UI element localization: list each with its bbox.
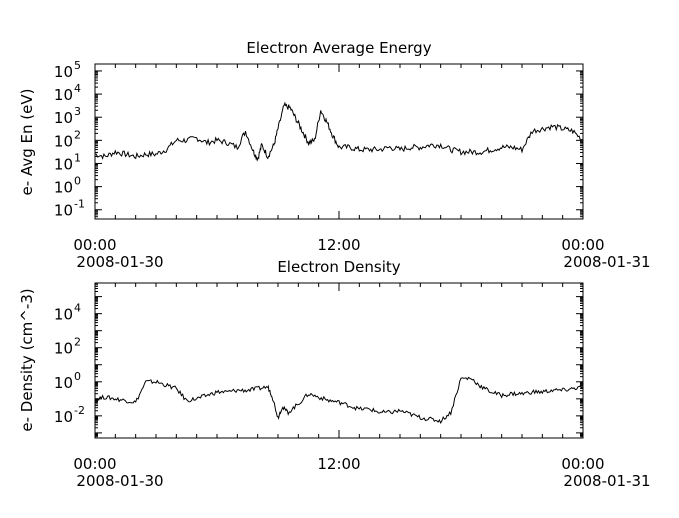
x-tick-date: 2008-01-31 xyxy=(563,472,650,490)
y-tick-base: 10 xyxy=(54,109,73,127)
x-tick-date: 2008-01-30 xyxy=(76,253,163,271)
y-tick-label: 10 0 xyxy=(54,175,81,197)
y-tick-label: 10 0 xyxy=(54,370,81,392)
y-axis-label: e- Density (cm^-3) xyxy=(18,288,36,431)
x-tick-date: 2008-01-31 xyxy=(563,253,650,271)
y-tick-base: 10 xyxy=(54,132,73,150)
y-tick-label: 10 -1 xyxy=(54,198,85,220)
x-axis-ticks xyxy=(94,283,584,438)
x-tick-label-start: 00:00 2008-01-30 xyxy=(73,236,163,271)
y-tick-base: 10 xyxy=(54,306,73,324)
x-tick-date: 2008-01-30 xyxy=(76,472,163,490)
y-tick-exponent: -1 xyxy=(74,198,85,211)
y-tick-label: 10 2 xyxy=(54,336,81,358)
x-tick-time: 00:00 xyxy=(73,236,116,254)
y-tick-base: 10 xyxy=(54,408,73,426)
x-tick-label-start: 00:00 2008-01-30 xyxy=(73,455,163,490)
x-tick-time: 00:00 xyxy=(561,236,604,254)
x-tick-label-middle: 12:00 xyxy=(317,455,360,473)
y-tick-exponent: 4 xyxy=(74,82,81,95)
y-axis-ticks xyxy=(95,282,583,438)
x-axis-ticks xyxy=(94,64,584,219)
y-tick-label: 10 1 xyxy=(54,151,81,173)
x-tick-time: 00:00 xyxy=(561,455,604,473)
y-tick-base: 10 xyxy=(54,155,73,173)
chart-title: Electron Density xyxy=(277,258,400,276)
y-tick-exponent: 5 xyxy=(74,59,81,72)
x-tick-time: 12:00 xyxy=(317,236,360,254)
y-tick-base: 10 xyxy=(54,63,73,81)
y-axis-label: e- Avg En (eV) xyxy=(18,89,36,196)
y-axis-ticks xyxy=(95,70,583,220)
y-tick-exponent: 0 xyxy=(74,370,81,383)
y-tick-exponent: 0 xyxy=(74,175,81,188)
y-tick-exponent: 3 xyxy=(74,105,81,118)
series-line xyxy=(94,101,584,162)
y-tick-label: 10 4 xyxy=(54,302,81,324)
chart-title: Electron Average Energy xyxy=(246,39,431,57)
y-tick-base: 10 xyxy=(54,179,73,197)
panel-electron-density: Electron Density e- Density (cm^-3) 00:0… xyxy=(18,258,651,490)
y-tick-base: 10 xyxy=(54,202,73,220)
y-tick-base: 10 xyxy=(54,340,73,358)
x-tick-label-end: 00:00 2008-01-31 xyxy=(561,236,650,271)
y-tick-exponent: 1 xyxy=(74,151,81,164)
x-tick-label-end: 00:00 2008-01-31 xyxy=(561,455,650,490)
y-tick-base: 10 xyxy=(54,374,73,392)
series-line xyxy=(94,376,584,425)
y-tick-label: 10 4 xyxy=(54,82,81,104)
y-tick-label: 10 3 xyxy=(54,105,81,127)
x-tick-label-middle: 12:00 xyxy=(317,236,360,254)
panel-electron-energy: Electron Average Energy e- Avg En (eV) 0… xyxy=(18,39,651,271)
x-tick-time: 12:00 xyxy=(317,455,360,473)
y-tick-exponent: 2 xyxy=(74,128,81,141)
y-tick-exponent: 4 xyxy=(74,302,81,315)
y-tick-base: 10 xyxy=(54,86,73,104)
y-tick-exponent: 2 xyxy=(74,336,81,349)
y-tick-label: 10 -2 xyxy=(54,404,85,426)
y-tick-label: 10 5 xyxy=(54,59,81,81)
y-tick-exponent: -2 xyxy=(74,404,85,417)
y-tick-label: 10 2 xyxy=(54,128,81,150)
x-tick-time: 00:00 xyxy=(73,455,116,473)
